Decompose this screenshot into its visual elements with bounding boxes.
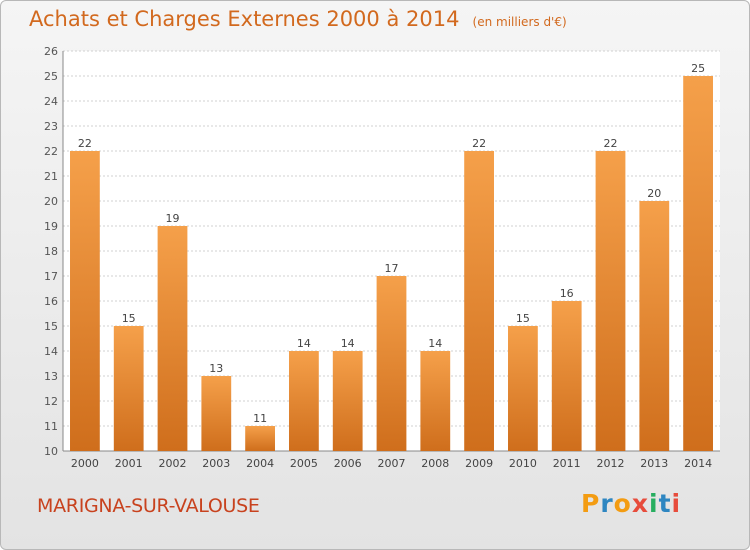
- y-tick-label: 17: [44, 270, 58, 283]
- y-tick-label: 26: [44, 45, 58, 58]
- logo-letter: o: [613, 489, 632, 518]
- data-label: 17: [385, 262, 399, 275]
- y-tick-label: 24: [44, 95, 58, 108]
- data-label: 22: [78, 137, 92, 150]
- y-tick-label: 16: [44, 295, 58, 308]
- bar: [508, 326, 538, 451]
- x-tick-label: 2001: [115, 457, 143, 470]
- y-tick-label: 22: [44, 145, 58, 158]
- bar: [245, 426, 275, 451]
- x-tick-label: 2003: [202, 457, 230, 470]
- y-tick-label: 18: [44, 245, 58, 258]
- x-tick-label: 2006: [334, 457, 362, 470]
- data-label: 14: [428, 337, 442, 350]
- chart-title: Achats et Charges Externes 2000 à 2014: [29, 7, 460, 31]
- bar: [551, 301, 582, 451]
- y-tick-label: 23: [44, 120, 58, 133]
- bar: [201, 376, 232, 451]
- logo-letter: r: [600, 489, 614, 518]
- y-tick-label: 21: [44, 170, 58, 183]
- data-label: 11: [253, 412, 267, 425]
- data-label: 15: [516, 312, 530, 325]
- chart-header: Achats et Charges Externes 2000 à 2014 (…: [29, 7, 567, 31]
- y-tick-label: 12: [44, 395, 58, 408]
- logo-letter: t: [658, 489, 672, 518]
- y-tick-label: 10: [44, 445, 58, 458]
- bar: [332, 351, 363, 451]
- y-tick-label: 25: [44, 70, 58, 83]
- x-tick-label: 2010: [509, 457, 537, 470]
- bar: [639, 201, 670, 451]
- x-tick-label: 2009: [465, 457, 493, 470]
- bar: [157, 226, 188, 451]
- x-tick-label: 2000: [71, 457, 99, 470]
- bar: [464, 151, 494, 451]
- data-label: 14: [341, 337, 355, 350]
- data-label: 14: [297, 337, 311, 350]
- proxiti-logo[interactable]: Proxiti: [581, 489, 681, 518]
- y-tick-label: 15: [44, 320, 58, 333]
- logo-letter: x: [631, 489, 649, 518]
- data-label: 13: [209, 362, 223, 375]
- x-tick-label: 2012: [597, 457, 625, 470]
- logo-letter: i: [649, 489, 659, 518]
- town-name: MARIGNA-SUR-VALOUSE: [37, 495, 260, 517]
- bar: [420, 351, 451, 451]
- data-label: 22: [472, 137, 486, 150]
- bar: [113, 326, 144, 451]
- x-tick-label: 2004: [246, 457, 274, 470]
- data-label: 25: [691, 62, 705, 75]
- bar: [70, 151, 100, 451]
- x-tick-label: 2011: [553, 457, 581, 470]
- x-tick-label: 2014: [684, 457, 712, 470]
- bar: [376, 276, 407, 451]
- data-label: 20: [647, 187, 661, 200]
- data-label: 16: [560, 287, 574, 300]
- data-label: 19: [166, 212, 180, 225]
- y-tick-label: 13: [44, 370, 58, 383]
- bar: [289, 351, 319, 451]
- x-tick-label: 2013: [640, 457, 668, 470]
- data-label: 15: [122, 312, 136, 325]
- y-tick-label: 19: [44, 220, 58, 233]
- bar: [595, 151, 626, 451]
- x-tick-label: 2002: [159, 457, 187, 470]
- x-tick-label: 2008: [421, 457, 449, 470]
- y-tick-label: 20: [44, 195, 58, 208]
- chart-subtitle: (en milliers d'€): [472, 15, 567, 29]
- y-tick-label: 14: [44, 345, 58, 358]
- logo-letter: i: [671, 489, 682, 518]
- x-tick-label: 2005: [290, 457, 318, 470]
- bar: [683, 76, 713, 451]
- logo-letter: P: [581, 489, 601, 518]
- data-label: 22: [604, 137, 618, 150]
- x-tick-label: 2007: [378, 457, 406, 470]
- y-tick-label: 11: [44, 420, 58, 433]
